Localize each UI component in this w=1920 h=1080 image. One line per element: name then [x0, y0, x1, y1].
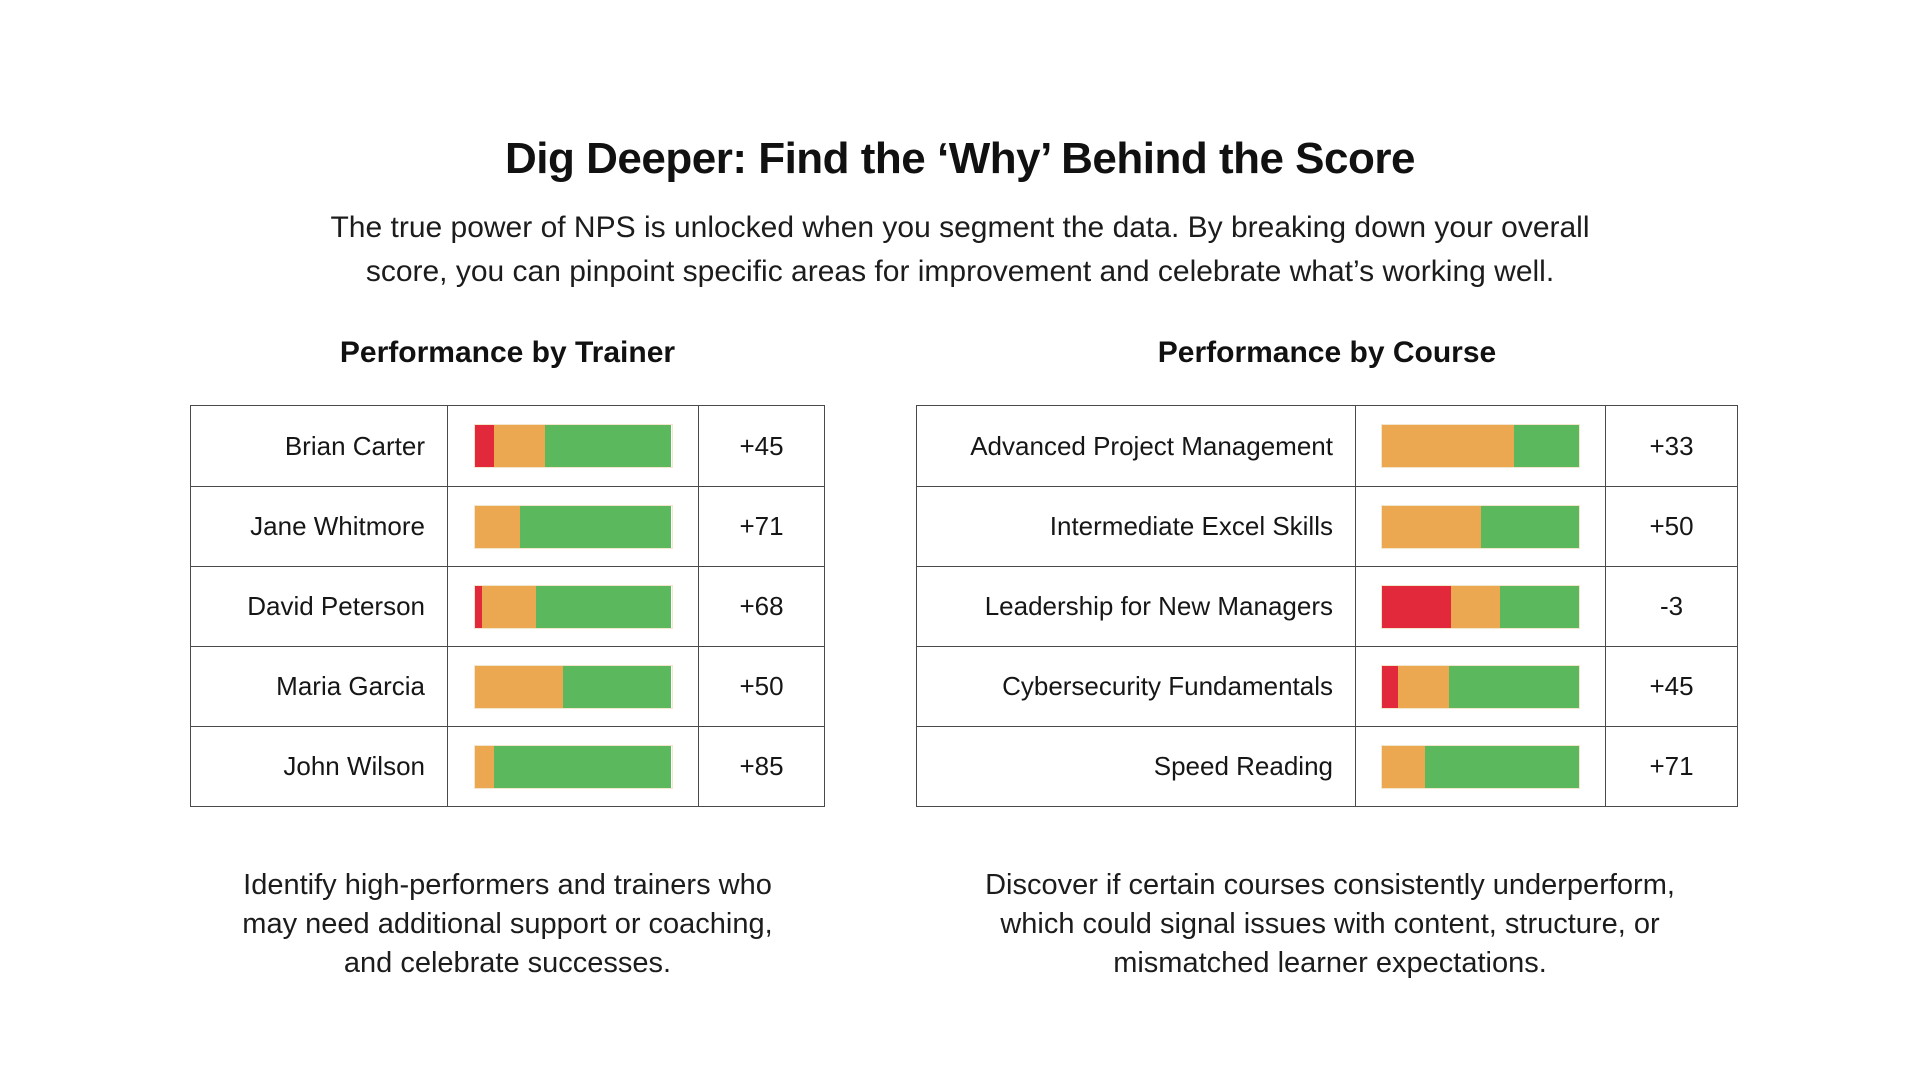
trainer-caption: Identify high-performers and trainers wh… [190, 866, 825, 983]
table-row: Maria Garcia +50 [191, 646, 824, 726]
table-row: Cybersecurity Fundamentals +45 [917, 646, 1737, 726]
caption-line: Identify high-performers and trainers wh… [243, 869, 772, 901]
course-section-heading: Performance by Course [1157, 336, 1497, 369]
nps-score: -3 [1605, 567, 1737, 646]
passives-segment [474, 745, 495, 788]
row-label: Cybersecurity Fundamentals [1002, 671, 1333, 701]
nps-score: +68 [698, 567, 824, 646]
nps-score: +45 [698, 406, 824, 486]
performance-by-course-table: Advanced Project Management +33 Intermedia… [916, 405, 1738, 807]
promoters-segment [535, 585, 672, 628]
table-row: Jane Whitmore +71 [191, 486, 824, 566]
nps-bar-cell [1355, 727, 1605, 806]
detractors-segment [1382, 665, 1398, 708]
subtitle-line: The true power of NPS is unlocked when y… [330, 211, 1590, 244]
nps-bar-cell [447, 647, 698, 726]
caption-line: mismatched learner expectations. [1113, 947, 1547, 979]
passives-segment [1382, 505, 1481, 548]
page-subtitle: The true power of NPS is unlocked when y… [0, 206, 1920, 294]
nps-bar-cell [1355, 647, 1605, 726]
nps-bar-cell [447, 567, 698, 646]
nps-bar-cell [1355, 406, 1605, 486]
nps-stacked-bar [473, 424, 673, 468]
nps-score: +71 [1605, 727, 1737, 806]
nps-score: +45 [1605, 647, 1737, 726]
nps-score: +33 [1605, 406, 1737, 486]
nps-stacked-bar [473, 504, 673, 549]
nps-bar-cell [447, 727, 698, 806]
promoters-segment [1500, 585, 1579, 628]
nps-stacked-bar [1381, 664, 1580, 709]
page-title: Dig Deeper: Find the ‘Why’ Behind the Sc… [505, 134, 1415, 183]
nps-stacked-bar [1381, 504, 1580, 549]
nps-stacked-bar [1381, 584, 1580, 629]
nps-bar-cell [1355, 567, 1605, 646]
nps-score: +71 [698, 487, 824, 566]
promoters-segment [494, 745, 672, 788]
nps-bar-cell [1355, 487, 1605, 566]
detractors-segment [474, 585, 483, 628]
table-row: David Peterson +68 [191, 566, 824, 646]
nps-stacked-bar [473, 584, 673, 629]
table-row: Brian Carter +45 [191, 406, 824, 486]
row-label: Intermediate Excel Skills [1049, 511, 1333, 541]
promoters-segment [1480, 505, 1579, 548]
passives-segment [1382, 425, 1514, 467]
promoters-segment [1425, 745, 1579, 788]
table-row: Leadership for New Managers -3 [917, 566, 1737, 646]
table-row: Advanced Project Management +33 [917, 406, 1737, 486]
passives-segment [482, 585, 536, 628]
nps-score: +50 [698, 647, 824, 726]
table-row: John Wilson +85 [191, 726, 824, 806]
detractors-segment [474, 425, 495, 467]
performance-by-trainer-table: Brian Carter +45 Jane Whitmore +71 David Pet… [190, 405, 825, 807]
course-caption: Discover if certain courses consistently… [880, 866, 1780, 983]
caption-line: Discover if certain courses consistently… [985, 869, 1675, 901]
row-label: Brian Carter [284, 430, 425, 461]
passives-segment [1450, 585, 1501, 628]
promoters-segment [1448, 665, 1579, 708]
nps-stacked-bar [1381, 744, 1580, 789]
passives-segment [474, 665, 564, 708]
nps-score: +85 [698, 727, 824, 806]
row-label: John Wilson [283, 751, 425, 781]
passives-segment [474, 505, 520, 548]
row-label: Advanced Project Management [970, 430, 1333, 461]
caption-line: which could signal issues with content, … [1000, 908, 1660, 940]
nps-stacked-bar [473, 664, 673, 709]
row-label: David Peterson [247, 591, 425, 621]
trainer-section-heading: Performance by Trainer [339, 336, 676, 369]
row-label: Jane Whitmore [250, 511, 425, 541]
promoters-segment [1513, 425, 1579, 467]
promoters-segment [563, 665, 672, 708]
nps-stacked-bar [473, 744, 673, 789]
passives-segment [1397, 665, 1449, 708]
nps-bar-cell [447, 487, 698, 566]
subtitle-line: score, you can pinpoint specific areas f… [365, 255, 1555, 288]
row-label: Speed Reading [1153, 751, 1333, 781]
nps-bar-cell [447, 406, 698, 486]
nps-score: +50 [1605, 487, 1737, 566]
row-label: Maria Garcia [276, 671, 425, 701]
caption-line: and celebrate successes. [343, 947, 672, 979]
table-row: Intermediate Excel Skills +50 [917, 486, 1737, 566]
caption-line: may need additional support or coaching, [242, 908, 773, 940]
promoters-segment [519, 505, 672, 548]
promoters-segment [545, 425, 672, 467]
nps-stacked-bar [1381, 424, 1580, 468]
detractors-segment [1382, 585, 1451, 628]
passives-segment [494, 425, 546, 467]
table-row: Speed Reading +71 [917, 726, 1737, 806]
passives-segment [1382, 745, 1426, 788]
row-label: Leadership for New Managers [984, 591, 1333, 621]
